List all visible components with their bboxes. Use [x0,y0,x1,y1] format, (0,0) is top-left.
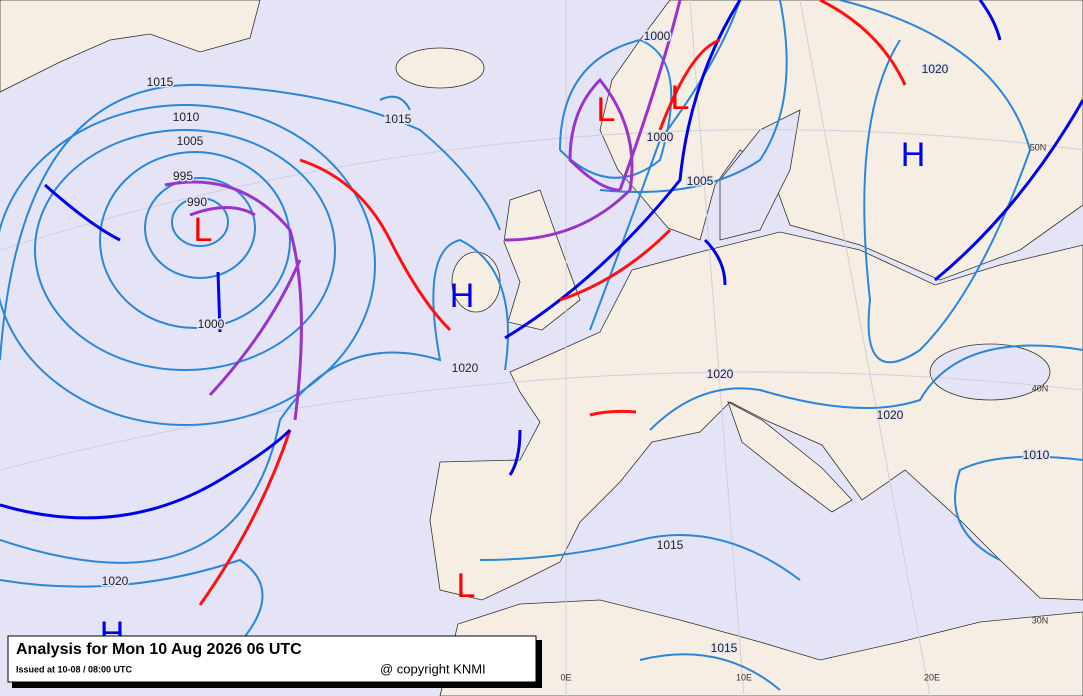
isobar-label: 1020 [452,361,479,375]
warm-front [299,158,452,332]
isobar [0,104,376,426]
isobar [639,653,781,691]
greenland [0,0,261,93]
isobar [0,83,501,361]
pressure-center: L [671,79,690,117]
parallel [0,371,1083,471]
labels: 1015 1010 1005 995 990 1000 1015 1020 1000 1000 10… [100,28,1051,683]
isobar [0,238,509,564]
isobar [559,38,673,179]
meridian [689,0,745,696]
meridian [799,0,931,696]
iceland [395,47,485,89]
copyright: @ copyright KNMI [380,661,486,676]
occluded-front [164,180,303,421]
grid-label: 30N [1032,615,1049,625]
grid-label: 10E [736,672,752,682]
isobar-label: 1010 [173,110,200,124]
isobar-label: 995 [173,169,193,183]
pressure-center: H [901,136,926,174]
isobar-label: 1005 [687,174,714,188]
occluded-front [189,206,302,397]
isobar-label: 1020 [102,574,129,588]
isobar-label: 1000 [647,130,674,144]
isobar-label: 1005 [177,134,204,148]
pressure-center: L [457,567,476,605]
occluded-front [504,0,682,242]
pressure-center: L [194,211,213,249]
isobar [599,0,788,193]
great-britain [503,189,581,331]
fronts [0,0,1083,606]
grid-label: 50N [1030,142,1047,152]
isobar-label: 990 [187,195,207,209]
isobar [144,177,256,279]
cold-front [44,183,522,476]
cold-front [504,0,742,340]
isobar [99,151,291,329]
isobar-label: 1000 [644,29,671,43]
pressure-center: L [597,91,616,129]
isobar [171,197,229,247]
isobar [0,558,264,681]
isobar-label: 1015 [385,112,412,126]
isobar [34,129,336,371]
scandinavia [599,0,1083,281]
grid-label: 20E [924,672,940,682]
cold-front [0,428,292,520]
isobar [839,0,1032,364]
pressure-center: H [450,277,475,315]
africa [439,599,1083,696]
isobar-label: 1020 [707,367,734,381]
grid-label: 0E [560,672,571,682]
isobar-label: 1000 [198,317,225,331]
isobar-label: 1020 [922,62,949,76]
isobar [379,95,411,111]
isobar [479,534,801,581]
grid-label: 40N [1032,383,1049,393]
title-box: Analysis for Mon 10 Aug 2026 06 UTC Issu… [7,635,542,688]
isobar-label: 1015 [657,538,684,552]
warm-front [589,0,907,417]
isobar [954,455,1083,561]
parallel [0,129,1083,251]
warm-front [559,38,721,302]
isobar-label: 1020 [877,408,904,422]
black-sea [929,343,1051,401]
isobar [649,344,1083,431]
isobar-label: 1015 [711,641,738,655]
isobar [589,0,741,331]
isobar-label: 1010 [1023,448,1050,462]
italy [727,401,853,513]
europe-mainland [429,231,1083,601]
isobar-label: 1015 [147,75,174,89]
warm-front [198,429,292,606]
box [7,635,537,683]
title: Analysis for Mon 10 Aug 2026 06 UTC [16,641,302,658]
cold-front [703,0,1083,286]
issued: Issued at 10-08 / 08:00 UTC [16,664,133,674]
